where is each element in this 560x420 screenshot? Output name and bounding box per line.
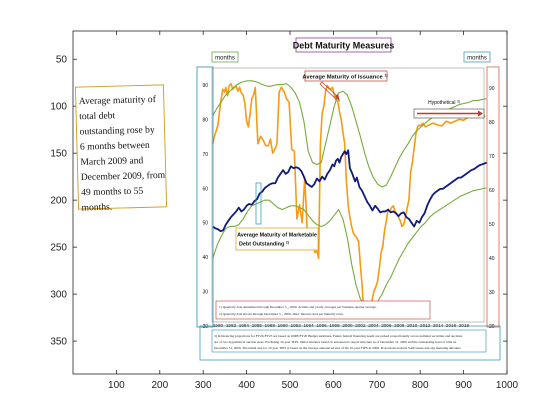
x-tick-label: 100 — [108, 380, 125, 391]
x-tick-label: 1000 — [496, 380, 519, 391]
source-line-2: are of two hypothetical auction sizes. E… — [214, 340, 457, 345]
callout-line: December 2009, from — [81, 170, 166, 183]
footnote-box — [215, 300, 431, 320]
year-tick-label: 2004 — [368, 323, 379, 328]
right-unit-box — [463, 51, 491, 63]
year-tick-label: 1994 — [304, 323, 315, 328]
callout-line: March 2009 and — [80, 155, 143, 168]
inner-left-tick-label: 30 — [202, 290, 208, 296]
x-tick-label: 200 — [151, 380, 168, 391]
outstanding-label-box — [235, 227, 319, 251]
inner-right-tick-label: 40 — [489, 256, 495, 262]
year-tick-label: 1986 — [252, 323, 263, 328]
x-tick-label: 700 — [368, 380, 385, 391]
embedded-figure: Debt Maturity Measures months months 90 8… — [196, 37, 501, 361]
year-tick-label: 1984 — [239, 323, 250, 328]
callout-line: months. — [81, 202, 112, 214]
y-tick-label: 100 — [50, 102, 67, 113]
y-tick-label: 250 — [50, 243, 67, 254]
inner-left-tick-label: 70 — [202, 152, 208, 158]
x-tick-label: 600 — [325, 380, 342, 391]
footnote-2: 2) Quarterly data shown through December… — [219, 312, 344, 317]
x-tick-label: 300 — [195, 380, 212, 391]
lower-band-line — [212, 187, 487, 308]
issuance-label: Average Maturity of Issuance 1) — [302, 74, 388, 81]
callout-text: Average maturity of total debt outstanding… — [79, 94, 166, 214]
y-tick-label: 300 — [50, 290, 67, 301]
inner-left-tick-label: 80 — [202, 117, 208, 123]
issuance-line — [211, 82, 486, 314]
chart-title: Debt Maturity Measures — [293, 41, 395, 51]
inner-right-tick-label: 50 — [489, 222, 495, 228]
source-line-3: December 31, 2009. The initial size for … — [214, 346, 462, 351]
callout-line: 49 months to 55 — [81, 186, 144, 199]
year-tick-label: 1996 — [316, 323, 327, 328]
year-tick-label: 2010 — [407, 323, 418, 328]
right-axis-highlight — [486, 66, 500, 328]
inner-left-tick-label: 50 — [202, 221, 208, 227]
year-tick-label: 1988 — [265, 323, 276, 328]
x-tick-label: 500 — [282, 380, 299, 391]
issuance-arrow — [319, 81, 339, 100]
year-tick-label: 2014 — [433, 323, 444, 328]
y-tick-label: 200 — [50, 196, 67, 207]
callout-line: 6 months between — [80, 140, 150, 153]
year-tick-label: 1992 — [291, 323, 302, 328]
year-tick-label: 2018 — [459, 323, 470, 328]
bottom-highlight — [199, 325, 501, 361]
callout-line: total debt — [79, 110, 116, 122]
outstanding-pointer — [255, 182, 262, 225]
year-axis: 1980 1982 1984 1986 1988 1990 1992 1994 1996 1998… — [213, 323, 470, 328]
source-line-1: 3) In financing projections for FY20-FY2… — [214, 334, 463, 338]
hypothetical-arrow-head — [478, 110, 483, 117]
footnote-1: 1) Quarterly data annualized through Dec… — [219, 305, 377, 310]
year-tick-label: 2002 — [355, 323, 366, 328]
outstanding-label-line1: Average Maturity of Marketable — [237, 233, 317, 239]
x-tick-label: 800 — [412, 380, 429, 391]
hypothetical-label: Hypothetical 3) — [428, 99, 460, 106]
inner-left-tick-label: 60 — [202, 186, 208, 192]
callout-line: outstanding rose by — [79, 125, 155, 138]
x-tick-label: 400 — [238, 380, 255, 391]
issuance-arrow-head — [335, 94, 340, 102]
inner-right-tick-label: 70 — [489, 154, 495, 160]
year-tick-label: 2008 — [394, 323, 405, 328]
right-unit-label: months — [467, 56, 487, 62]
year-tick-label: 1980 — [213, 323, 224, 328]
year-tick-label: 2006 — [381, 323, 392, 328]
inner-plot-frame — [211, 67, 485, 323]
y-tick-label: 150 — [50, 149, 67, 160]
inner-left-tick-label: 90 — [202, 83, 208, 89]
source-box — [211, 329, 487, 353]
left-unit-box — [211, 51, 239, 63]
year-tick-label: 2016 — [446, 323, 457, 328]
x-tick-label: 900 — [455, 380, 472, 391]
inner-right-tick-label: 90 — [489, 86, 495, 92]
inner-right-tick-label: 80 — [489, 120, 495, 126]
x-axis: 100 200 300 400 500 600 700 800 900 1000 — [108, 31, 519, 391]
year-tick-label: 1990 — [278, 323, 289, 328]
inner-left-tick-label: 40 — [202, 255, 208, 261]
y-tick-label: 50 — [56, 55, 68, 66]
year-tick-label: 1998 — [329, 323, 340, 328]
year-tick-label: 2012 — [420, 323, 431, 328]
callout-line: Average maturity of — [79, 94, 157, 107]
callout-box — [74, 84, 168, 210]
title-box — [295, 37, 392, 53]
year-tick-label: 1982 — [226, 323, 237, 328]
outstanding-label-line2: Debt Outstanding 2) — [239, 241, 290, 248]
outstanding-line — [212, 149, 488, 233]
series-layer — [211, 80, 488, 314]
inner-right-tick-label: 60 — [489, 188, 495, 194]
year-tick-label: 2000 — [342, 323, 353, 328]
left-unit-label: months — [215, 56, 235, 62]
issuance-label-box — [304, 70, 388, 82]
inner-right-tick-label: 30 — [489, 290, 495, 296]
y-tick-label: 350 — [50, 337, 67, 348]
left-axis-highlight — [196, 66, 214, 328]
